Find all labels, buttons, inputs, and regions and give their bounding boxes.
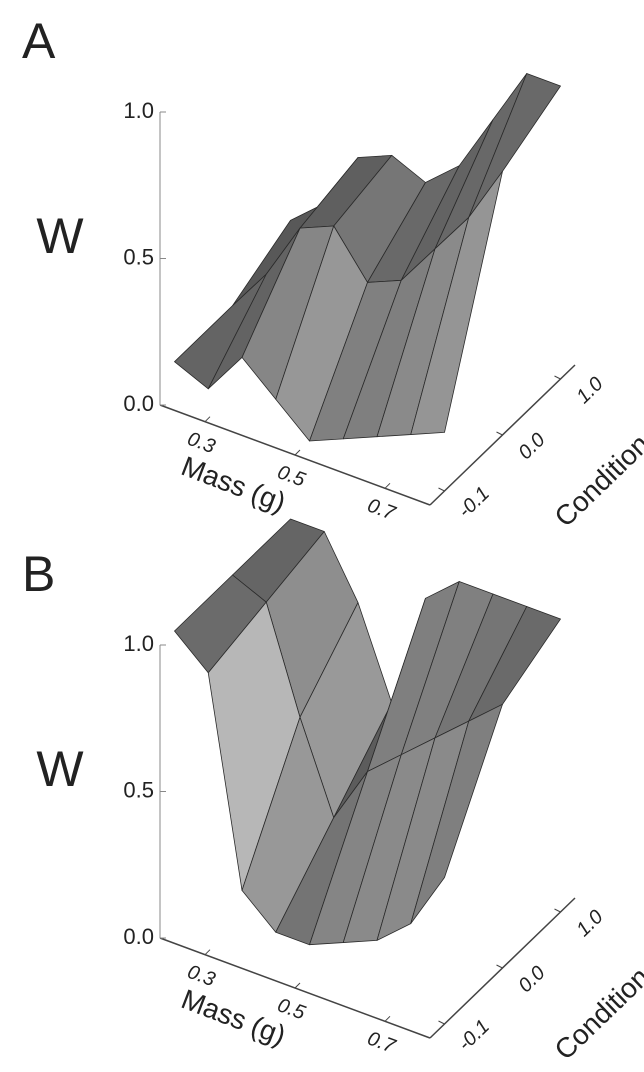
y-tick-label: 1.0	[572, 373, 607, 408]
x-tick	[294, 982, 301, 989]
y-tick-label: -0.1	[454, 1016, 494, 1056]
y-tick	[554, 375, 561, 380]
panel-label: A	[22, 13, 56, 69]
x-axis-title: Mass (g)	[177, 983, 290, 1051]
y-tick	[496, 431, 503, 436]
z-tick-label: 1.0	[123, 631, 154, 656]
y-tick	[438, 1020, 445, 1025]
z-tick-label: 0.0	[123, 391, 154, 416]
z-axis-title: W	[36, 208, 84, 264]
z-tick-label: 0.5	[123, 777, 154, 802]
x-tick	[204, 949, 211, 956]
x-tick-label: 0.7	[364, 1028, 398, 1058]
surface-patch	[410, 703, 503, 924]
panel-label: B	[22, 546, 55, 602]
x-tick	[384, 1015, 391, 1022]
z-tick-label: 1.0	[123, 98, 154, 123]
x-tick	[384, 482, 391, 489]
y-tick-label: 0.0	[514, 962, 549, 997]
y-axis-title: Condition	[548, 961, 644, 1065]
x-tick	[204, 416, 211, 423]
y-tick	[438, 487, 445, 492]
z-axis-title: W	[36, 741, 84, 797]
surface-patch	[410, 170, 503, 435]
y-tick-label: 0.0	[514, 429, 549, 464]
x-axis-title: Mass (g)	[177, 450, 290, 518]
x-tick-label: 0.7	[364, 495, 398, 525]
y-tick-label: -0.1	[454, 483, 494, 523]
z-tick-label: 0.5	[123, 244, 154, 269]
y-axis-title: Condition	[548, 428, 644, 532]
y-tick	[554, 908, 561, 913]
y-tick-label: 1.0	[572, 906, 607, 941]
z-tick-label: 0.0	[123, 924, 154, 949]
y-tick	[496, 964, 503, 969]
x-tick	[294, 449, 301, 456]
